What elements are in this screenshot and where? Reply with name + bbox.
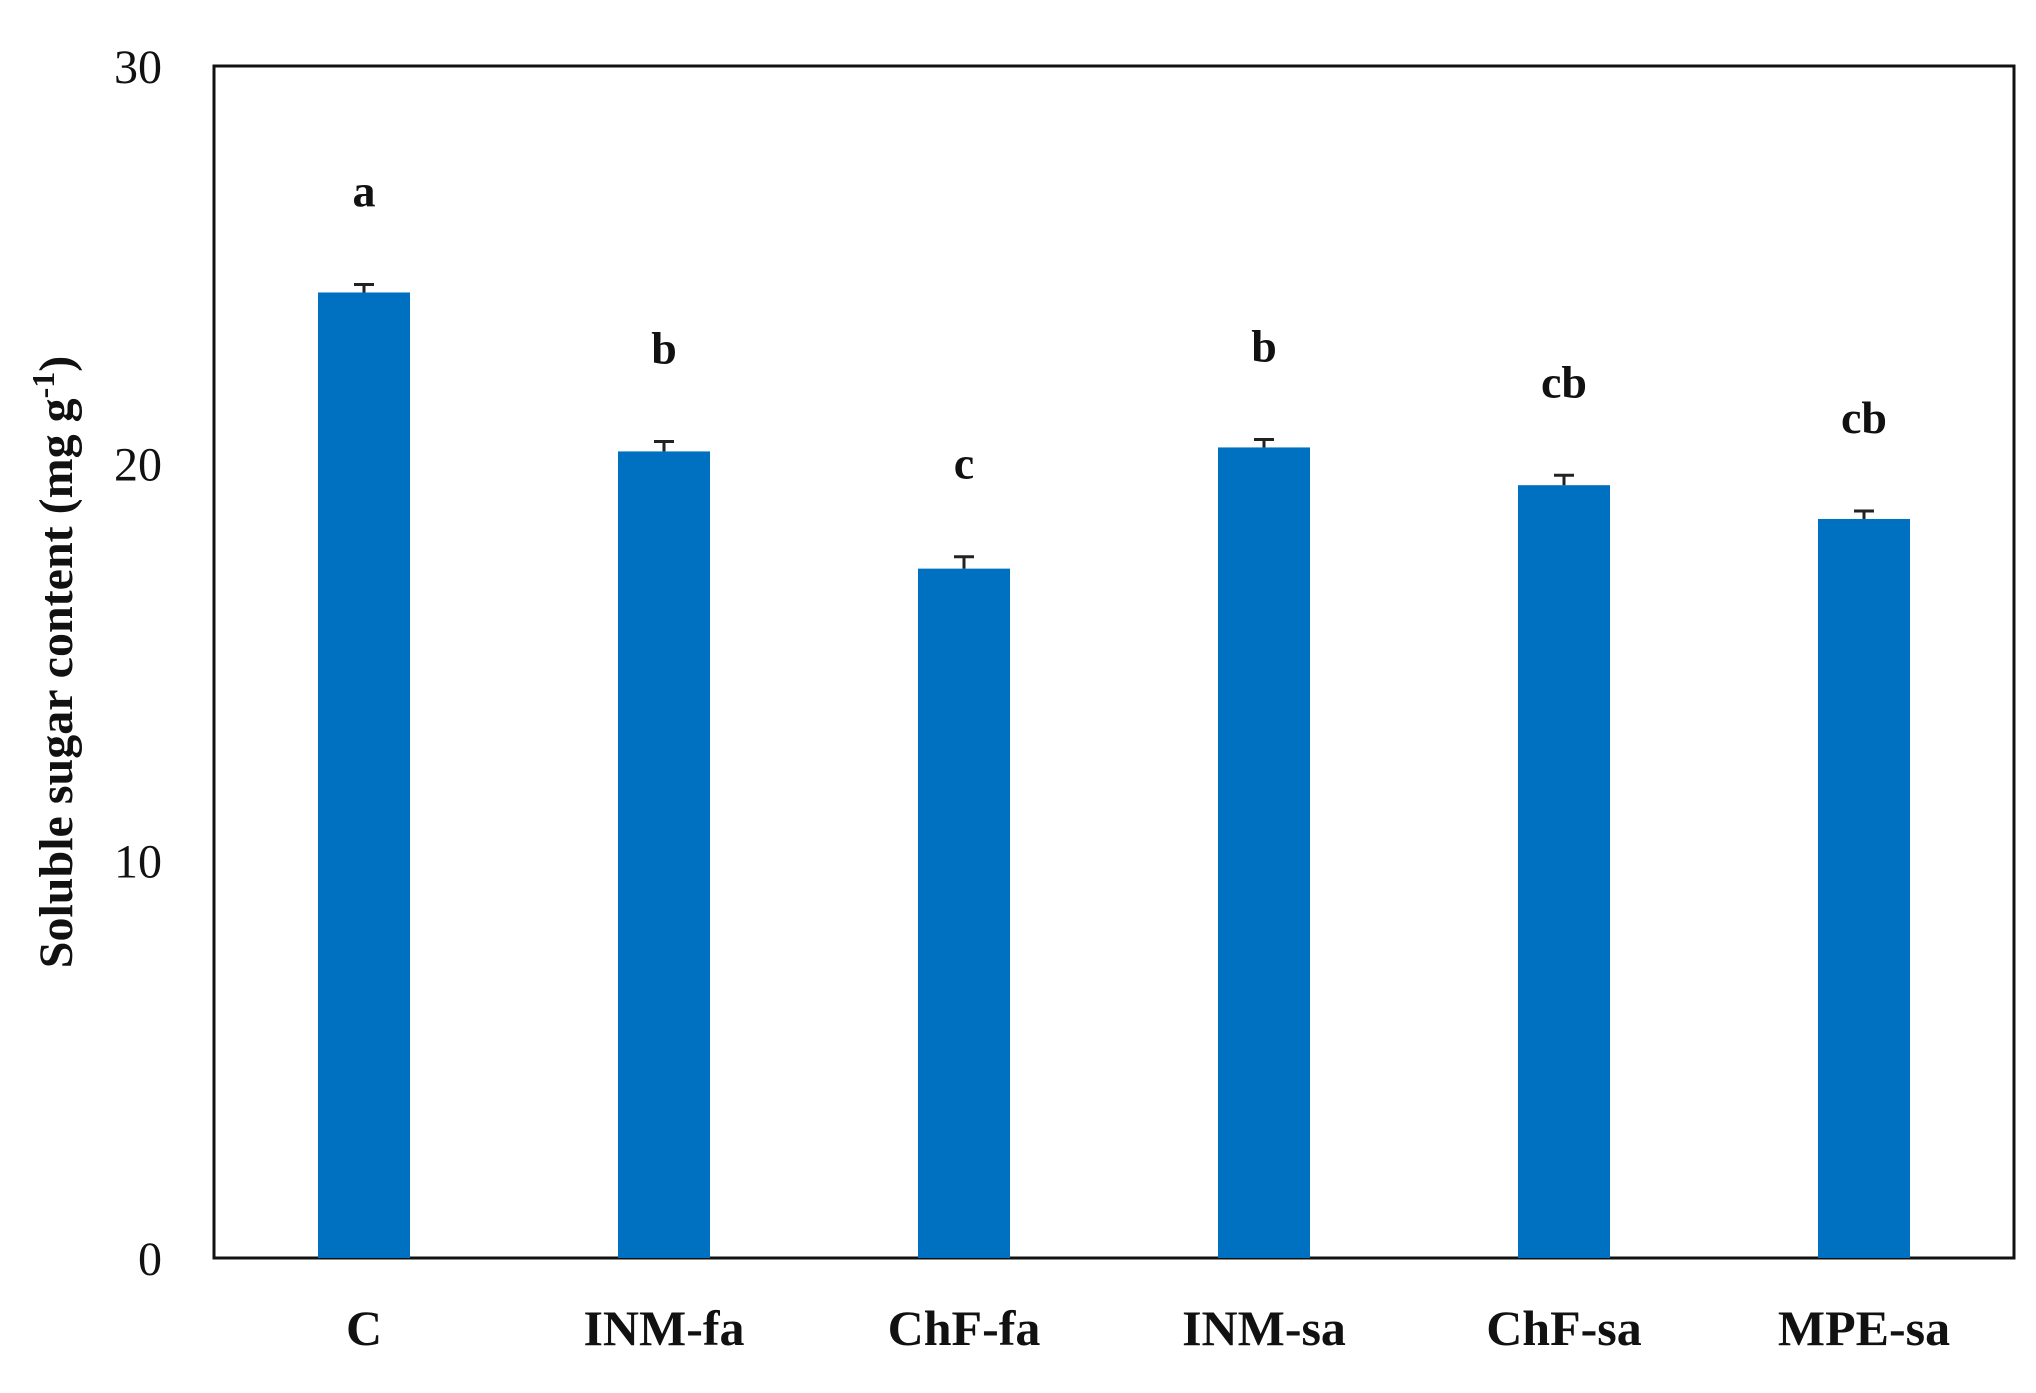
bar-INM-sa xyxy=(1218,447,1310,1258)
significance-label-MPE-sa: cb xyxy=(1841,392,1887,443)
y-axis-title-main: Soluble sugar content (mg g xyxy=(30,398,83,968)
bar-MPE-sa xyxy=(1818,518,1910,1258)
bar-ChF-fa xyxy=(918,568,1010,1258)
y-axis-title-suffix: ) xyxy=(30,356,83,372)
y-axis-title-superscript: -1 xyxy=(25,372,61,399)
bar-C xyxy=(318,292,410,1259)
significance-label-INM-fa: b xyxy=(651,322,677,373)
significance-label-C: a xyxy=(353,166,376,217)
significance-label-ChF-sa: cb xyxy=(1541,356,1587,407)
x-tick-label-C: C xyxy=(346,1300,382,1356)
significance-label-INM-sa: b xyxy=(1251,320,1277,371)
y-tick-label-30: 30 xyxy=(114,41,162,94)
y-tick-label-0: 0 xyxy=(138,1233,162,1286)
y-tick-label-10: 10 xyxy=(114,836,162,889)
y-tick-label-20: 20 xyxy=(114,438,162,491)
x-tick-label-ChF-fa: ChF-fa xyxy=(888,1300,1041,1356)
x-tick-label-MPE-sa: MPE-sa xyxy=(1778,1300,1950,1356)
bar-INM-fa xyxy=(618,451,710,1258)
significance-label-ChF-fa: c xyxy=(954,438,974,489)
x-tick-label-ChF-sa: ChF-sa xyxy=(1486,1300,1642,1356)
x-tick-label-INM-sa: INM-sa xyxy=(1182,1300,1346,1356)
y-axis-title: Soluble sugar content (mg g-1) xyxy=(25,356,83,968)
x-tick-label-INM-fa: INM-fa xyxy=(583,1300,744,1356)
plot-frame xyxy=(212,64,2016,1260)
bar-ChF-sa xyxy=(1518,485,1610,1259)
